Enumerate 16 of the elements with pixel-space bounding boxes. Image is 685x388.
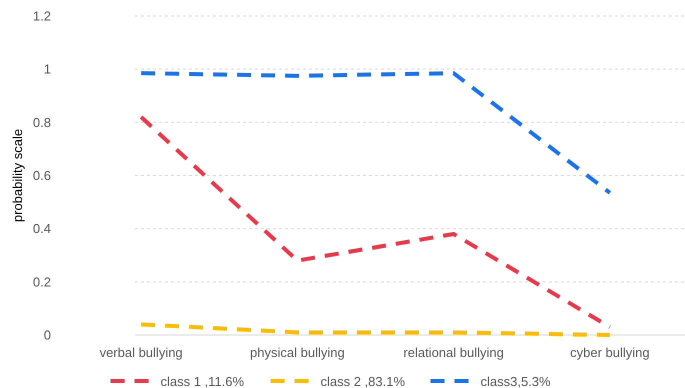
legend-label: class 1 ,11.6% (160, 374, 245, 388)
x-tick-label: cyber bullying (570, 345, 650, 360)
x-tick-label: relational bullying (403, 345, 504, 360)
y-tick-label: 1 (44, 62, 51, 77)
y-tick-label: 0.6 (32, 168, 51, 184)
y-axis-title: probability scale (10, 128, 25, 222)
y-tick-label: 0.2 (32, 274, 51, 290)
x-tick-label: physical bullying (250, 345, 345, 360)
y-tick-label: 1.2 (32, 8, 51, 24)
x-tick-label: verbal bullying (100, 345, 183, 360)
legend-label: class 2 ,83.1% (320, 374, 406, 388)
legend-label: class3,5.3% (480, 374, 552, 388)
y-tick-label: 0.8 (32, 114, 51, 130)
line-series (139, 115, 612, 330)
y-tick-label: 0.4 (32, 221, 51, 236)
y-tick-label: 0 (44, 328, 51, 343)
